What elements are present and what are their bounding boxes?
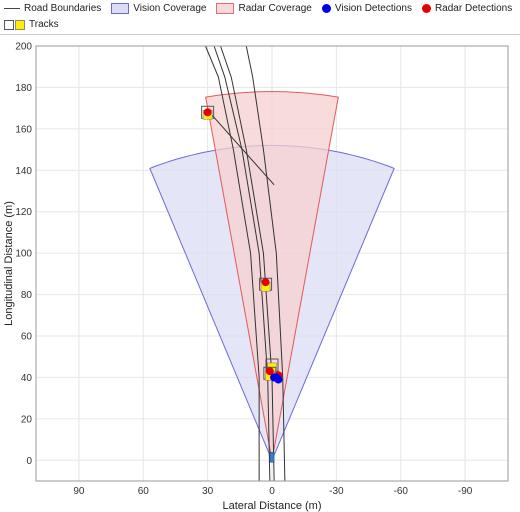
y-tick-label: 200 (15, 42, 32, 53)
legend-road-label: Road Boundaries (24, 3, 102, 14)
y-tick-label: 0 (26, 456, 32, 467)
legend-vision-detections[interactable]: Vision Detections (321, 3, 412, 14)
radar-detection-dot-icon (421, 4, 431, 13)
radar-detection-point[interactable] (203, 108, 212, 117)
y-tick-label: 100 (15, 249, 32, 260)
legend-tracks-label: Tracks (29, 19, 59, 30)
y-tick-label: 160 (15, 124, 32, 135)
x-tick-label: -30 (329, 486, 344, 497)
legend-row-2: Tracks (4, 19, 69, 30)
track-heading-line (207, 109, 275, 186)
legend-vision-coverage[interactable]: Vision Coverage (111, 3, 206, 14)
y-tick-label: 80 (21, 290, 33, 301)
legend-row-1: Road Boundaries Vision Coverage Radar Co… (4, 3, 520, 14)
track-outline-swatch-icon (4, 19, 14, 30)
legend: Road Boundaries Vision Coverage Radar Co… (0, 0, 520, 35)
road-boundary-line (220, 45, 275, 482)
x-tick-label: -60 (394, 486, 409, 497)
road-boundaries (205, 45, 286, 482)
vision-detection-dot-icon (321, 4, 331, 13)
legend-radar-det-label: Radar Detections (434, 3, 513, 14)
birds-eye-plot[interactable]: 90 60 30 0 -30 -60 -90 0 20 40 60 80 100 120 140 160 180… (0, 34, 520, 512)
x-tick-label: 0 (269, 486, 275, 497)
road-boundary-line (213, 45, 271, 482)
road-boundary-line (205, 45, 260, 481)
road-boundary-line (245, 45, 286, 482)
y-tick-label: 180 (15, 83, 32, 94)
coverage-areas (149, 91, 395, 462)
legend-road-boundaries[interactable]: Road Boundaries (4, 3, 101, 14)
radar-detection-point[interactable] (261, 278, 270, 287)
legend-vision-det-label: Vision Detections (334, 3, 412, 14)
radar-detection-point[interactable] (265, 367, 274, 376)
legend-vision-cov-label: Vision Coverage (133, 3, 207, 14)
ego-vehicle (269, 451, 275, 463)
plot-marks (201, 105, 283, 463)
track-fill-swatch-icon (15, 19, 25, 30)
axis-ticks: 90 60 30 0 -30 -60 -90 0 20 40 60 80 100 120 140 160 180… (15, 42, 472, 498)
x-tick-label: 30 (202, 486, 214, 497)
y-tick-label: 20 (21, 414, 33, 425)
legend-radar-detections[interactable]: Radar Detections (421, 3, 513, 14)
x-tick-label: 60 (138, 486, 150, 497)
legend-radar-coverage[interactable]: Radar Coverage (216, 3, 312, 14)
vision-coverage-swatch-icon (111, 3, 130, 14)
x-axis-label: Lateral Distance (m) (222, 500, 321, 512)
y-tick-label: 40 (21, 373, 33, 384)
y-axis-label: Longitudinal Distance (m) (3, 201, 15, 326)
line-swatch-icon (4, 8, 20, 9)
x-tick-label: 90 (73, 486, 85, 497)
legend-radar-cov-label: Radar Coverage (238, 3, 312, 14)
y-tick-label: 60 (21, 332, 33, 343)
y-tick-label: 120 (15, 207, 32, 218)
x-tick-label: -90 (458, 486, 473, 497)
legend-tracks[interactable]: Tracks (4, 19, 59, 30)
plot-frame (35, 45, 509, 482)
vision-detection-point[interactable] (270, 373, 279, 382)
radar-coverage-swatch-icon (216, 3, 235, 14)
y-tick-label: 140 (15, 166, 32, 177)
